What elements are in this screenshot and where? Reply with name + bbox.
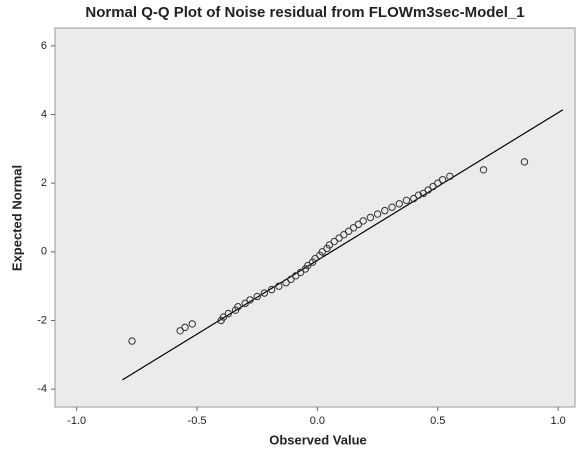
point [292,272,300,280]
point [181,323,189,332]
x-tick-label: -0.5 [188,415,207,427]
x-axis-title: Observed Value [269,432,367,447]
point [434,179,442,187]
point [246,296,254,304]
point [325,241,334,249]
point [366,213,375,222]
point [224,309,233,318]
point [419,189,428,198]
point [429,182,437,191]
point [318,248,326,256]
x-tick-label: -1.0 [67,415,86,427]
point [253,292,261,301]
y-axis-title: Expected Normal [9,165,24,271]
point [345,227,353,235]
y-tick-label: -2 [37,314,47,326]
point [128,337,136,345]
x-tick-label: 1.0 [550,415,565,427]
point [275,282,283,290]
point [260,289,269,297]
point [241,299,249,308]
point [446,172,454,181]
point [349,224,358,232]
point [414,191,423,199]
point [373,210,382,218]
point [188,320,196,328]
y-tick-label: -4 [37,383,47,395]
point [282,279,290,287]
point [330,237,338,246]
point [296,268,305,277]
point [388,203,396,211]
y-tick-label: 6 [41,40,47,52]
x-tick-label: 0.0 [310,415,325,427]
point [311,254,319,263]
point [340,230,348,239]
x-tick-label: 0.5 [430,415,445,427]
y-tick-label: 4 [41,108,47,120]
point [234,303,242,311]
point [438,176,447,184]
point [359,217,367,225]
y-tick-label: 2 [41,177,47,189]
point [520,158,529,166]
point [381,206,389,215]
point [219,313,228,321]
point [267,285,276,294]
point [335,234,343,242]
point [354,220,363,229]
point [176,327,184,335]
point [402,196,411,205]
point [395,200,403,208]
plot-area [54,27,576,408]
chart-title: Normal Q-Q Plot of Noise residual from F… [85,4,524,21]
y-tick-label: 0 [41,246,47,258]
point [479,166,488,174]
point [424,186,432,194]
point [287,275,295,283]
point [410,194,418,203]
point [304,261,312,270]
reference-line [122,109,564,381]
